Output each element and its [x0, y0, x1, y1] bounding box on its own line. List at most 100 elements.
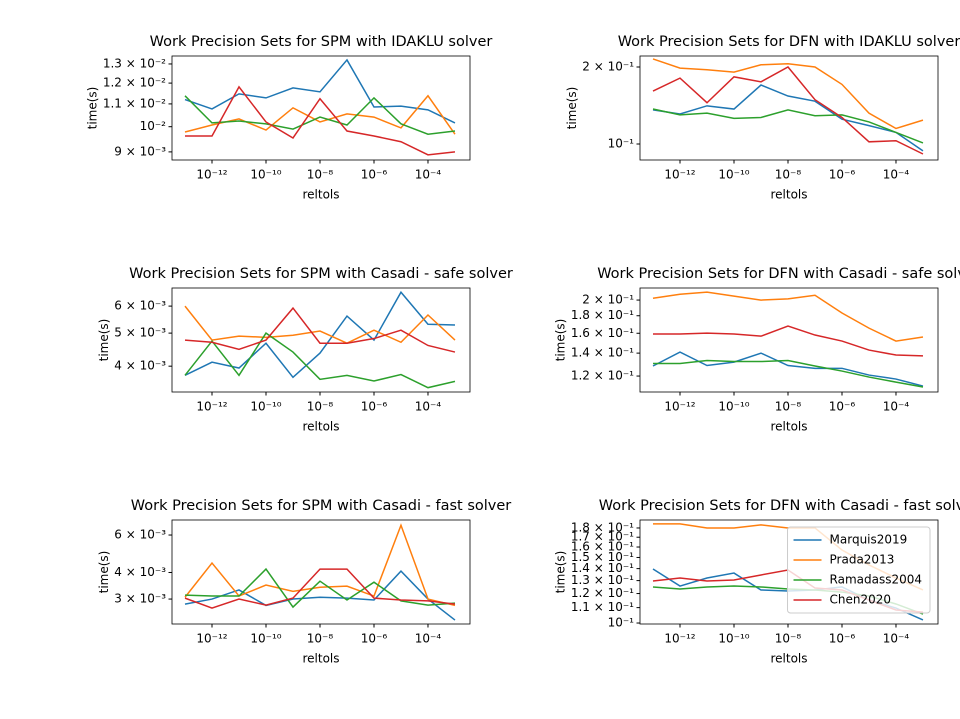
axes-frame — [171, 287, 471, 393]
x-tick-label: 10⁻¹² — [196, 168, 227, 182]
y-tick-label: 2 × 10⁻¹ — [582, 293, 634, 307]
plot-area — [172, 520, 470, 624]
y-tick-label: 1.3 × 10⁻¹ — [571, 573, 634, 587]
y-tick-label: 6 × 10⁻³ — [114, 528, 166, 542]
plot-area — [640, 288, 938, 392]
legend-box — [787, 526, 931, 614]
y-axis-label: time(s) — [97, 551, 111, 594]
y-tick-label: 1.3 × 10⁻² — [103, 56, 166, 70]
legend-label: Ramadass2004 — [830, 573, 922, 587]
legend: Marquis2019 Prada2013 Ramadass2004 Chen2020 — [787, 526, 931, 614]
y-axis-label: time(s) — [553, 319, 567, 362]
legend-label: Prada2013 — [830, 553, 895, 567]
chart-title: Work Precision Sets for DFN with Casadi … — [597, 266, 960, 282]
series-line — [184, 567, 456, 609]
series-line — [653, 359, 924, 388]
series-line — [652, 108, 924, 144]
y-tick-label: 4 × 10⁻³ — [114, 359, 166, 373]
plot-area — [172, 288, 470, 392]
y-tick-label: 1.7 × 10⁻¹ — [571, 530, 634, 544]
axes-frame — [639, 287, 939, 393]
y-tick-label: 10⁻¹ — [608, 616, 635, 630]
subplot: 10⁻¹² 10⁻¹⁰ 10⁻⁸ 10⁻⁶ 10⁻⁴ 3 × 10⁻³ 4 × 10⁻³ 6 … — [97, 498, 512, 666]
x-tick-label: 10⁻⁴ — [415, 400, 442, 414]
legend-label: Chen2020 — [830, 593, 892, 607]
x-tick-label: 10⁻⁶ — [829, 168, 856, 182]
x-tick-label: 10⁻⁴ — [415, 168, 442, 182]
subplot: 10⁻¹² 10⁻¹⁰ 10⁻⁸ 10⁻⁶ 10⁻⁴ 10⁻¹ 2 × 10⁻¹ Work P… — [565, 34, 960, 202]
x-tick-label: 10⁻¹² — [664, 168, 695, 182]
y-axis-label: time(s) — [97, 319, 111, 362]
x-tick-label: 10⁻¹⁰ — [718, 400, 749, 414]
series-line — [184, 290, 456, 379]
series-line — [652, 58, 924, 130]
plot-area — [172, 56, 470, 160]
series-line — [184, 95, 456, 135]
x-tick-label: 10⁻⁴ — [883, 632, 910, 646]
x-tick-label: 10⁻⁶ — [361, 632, 388, 646]
x-tick-label: 10⁻⁸ — [775, 400, 802, 414]
y-tick-label: 1.2 × 10⁻² — [103, 76, 166, 90]
subplot: 10⁻¹² 10⁻¹⁰ 10⁻⁸ 10⁻⁶ 10⁻⁴ 9 × 10⁻³ 10⁻² 1.1 × … — [85, 34, 492, 202]
x-tick-label: 10⁻¹⁰ — [718, 632, 749, 646]
y-tick-label: 1.1 × 10⁻² — [103, 96, 166, 110]
y-tick-label: 1.1 × 10⁻¹ — [571, 600, 634, 614]
y-tick-label: 5 × 10⁻³ — [114, 326, 166, 340]
axes-frame — [171, 519, 471, 625]
x-tick-label: 10⁻⁸ — [307, 168, 334, 182]
series-line — [185, 85, 456, 156]
subplot: 10⁻¹² 10⁻¹⁰ 10⁻⁸ 10⁻⁶ 10⁻⁴ 4 × 10⁻³ 5 × 10⁻³ 6 … — [97, 266, 513, 434]
series-line — [184, 305, 456, 345]
series-line — [652, 291, 924, 342]
plot-area — [640, 56, 938, 160]
x-tick-label: 10⁻¹⁰ — [250, 632, 281, 646]
y-tick-label: 10⁻² — [140, 119, 167, 133]
x-tick-label: 10⁻⁶ — [361, 168, 388, 182]
x-tick-label: 10⁻⁶ — [361, 400, 388, 414]
y-tick-label: 2 × 10⁻¹ — [582, 59, 634, 73]
x-tick-label: 10⁻¹² — [196, 400, 227, 414]
x-tick-label: 10⁻⁸ — [307, 400, 334, 414]
y-tick-label: 1.6 × 10⁻¹ — [571, 540, 634, 554]
series-line — [184, 568, 456, 609]
x-axis-label: reltols — [302, 188, 339, 202]
y-tick-label: 1.5 × 10⁻¹ — [571, 550, 634, 564]
x-axis-label: reltols — [302, 652, 339, 666]
x-axis-label: reltols — [770, 188, 807, 202]
y-tick-label: 1.2 × 10⁻¹ — [571, 369, 634, 383]
x-tick-label: 10⁻⁸ — [775, 632, 802, 646]
x-tick-label: 10⁻¹² — [664, 400, 695, 414]
y-tick-label: 1.2 × 10⁻¹ — [571, 586, 634, 600]
series-line — [184, 306, 456, 353]
x-axis-label: reltols — [302, 420, 339, 434]
chart-title: Work Precision Sets for SPM with IDAKLU … — [150, 34, 493, 50]
chart-title: Work Precision Sets for DFN with IDAKLU … — [618, 34, 960, 50]
y-tick-label: 10⁻¹ — [608, 137, 635, 151]
chart-title: Work Precision Sets for SPM with Casadi … — [129, 266, 513, 282]
series-line — [184, 58, 456, 124]
y-tick-label: 6 × 10⁻³ — [114, 299, 166, 313]
x-tick-label: 10⁻¹⁰ — [718, 168, 749, 182]
series-line — [653, 325, 924, 357]
x-axis-label: reltols — [770, 652, 807, 666]
y-tick-label: 1.8 × 10⁻¹ — [571, 520, 634, 534]
axes-frame — [639, 55, 939, 161]
x-tick-label: 10⁻⁸ — [775, 168, 802, 182]
series-line — [652, 84, 924, 152]
series-line — [184, 570, 456, 621]
x-tick-label: 10⁻¹² — [664, 632, 695, 646]
subplot: 10⁻¹² 10⁻¹⁰ 10⁻⁸ 10⁻⁶ 10⁻⁴ 10⁻¹ 1.1 × 10⁻¹1.2 … — [553, 498, 960, 666]
x-tick-label: 10⁻⁴ — [883, 400, 910, 414]
y-tick-label: 1.6 × 10⁻¹ — [571, 326, 634, 340]
x-tick-label: 10⁻⁴ — [883, 168, 910, 182]
x-axis-label: reltols — [770, 420, 807, 434]
legend-label: Marquis2019 — [830, 533, 908, 547]
y-axis-label: time(s) — [85, 87, 99, 130]
y-axis-label: time(s) — [565, 87, 579, 130]
axes-frame — [171, 55, 471, 161]
chart-title: Work Precision Sets for DFN with Casadi … — [599, 498, 960, 514]
y-tick-label: 1.8 × 10⁻¹ — [571, 308, 634, 322]
y-tick-label: 4 × 10⁻³ — [114, 565, 166, 579]
